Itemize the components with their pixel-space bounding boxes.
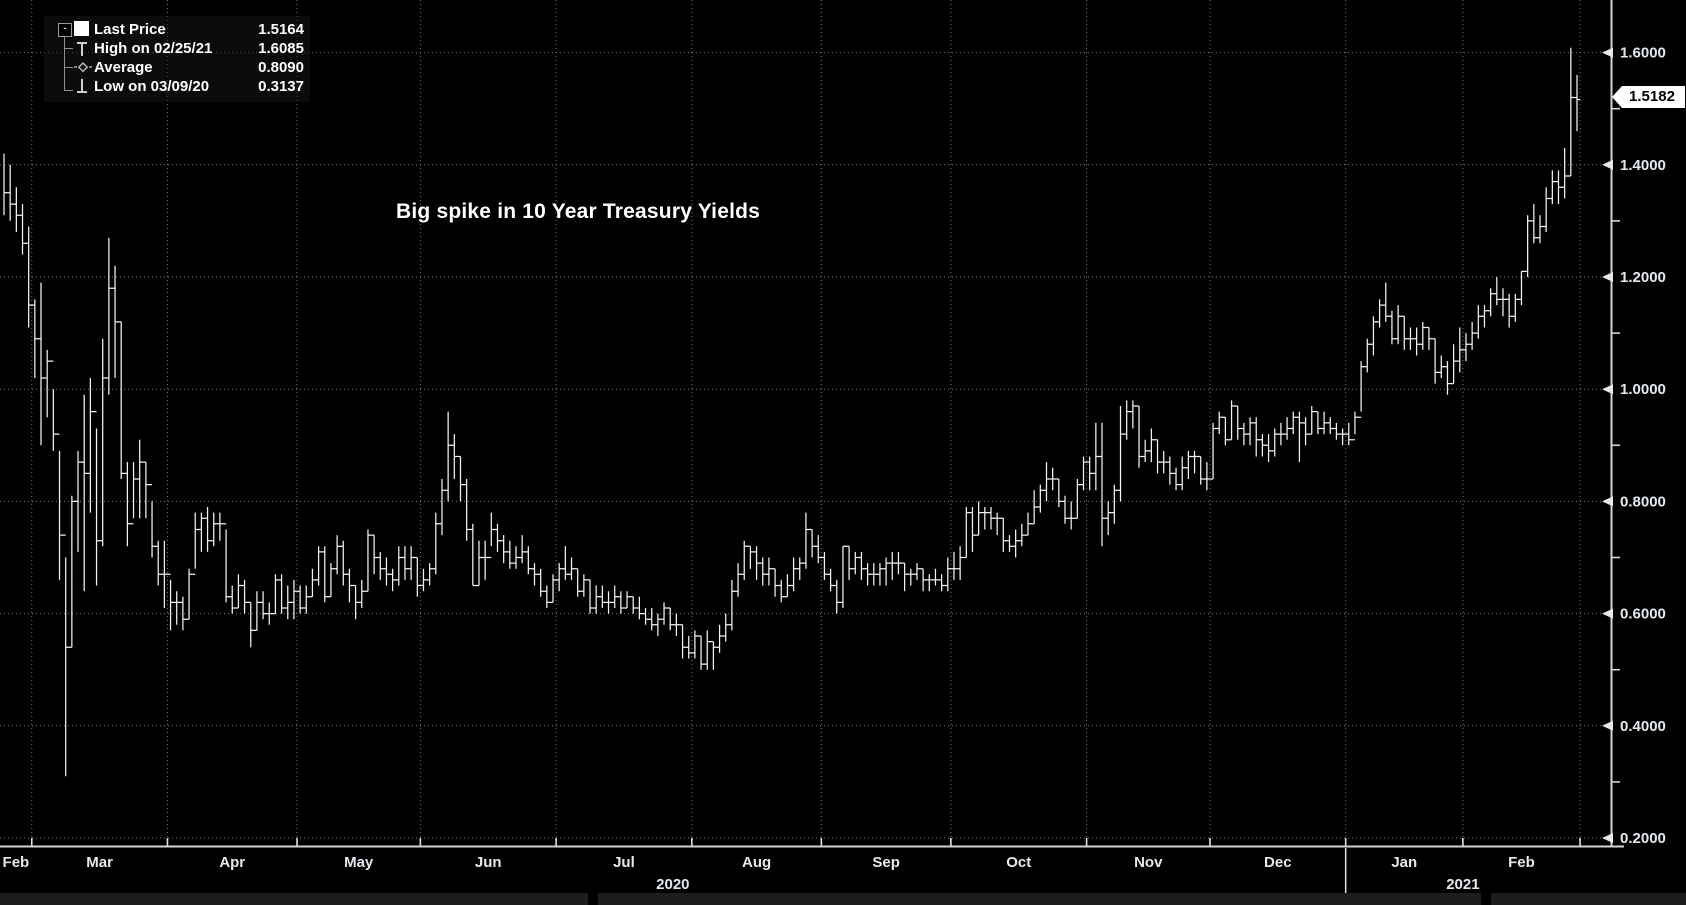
- legend-item-high[interactable]: High on 02/25/21 1.6085: [50, 39, 304, 58]
- y-axis-tick-label: 1.0000: [1620, 381, 1666, 398]
- legend-value: 0.3137: [258, 78, 304, 95]
- legend-item-low[interactable]: Low on 03/09/20 0.3137: [50, 77, 304, 96]
- x-axis-month-label: Oct: [1006, 854, 1031, 871]
- legend-label: Average: [94, 59, 153, 76]
- average-marker-icon: [74, 61, 92, 73]
- x-axis-year-label: 2021: [1446, 876, 1479, 893]
- y-axis-tick-label: 1.4000: [1620, 157, 1666, 174]
- y-axis-tick-arrow-icon: [1602, 47, 1613, 58]
- chart-legend[interactable]: - Last Price 1.5164 High on 02/25/21 1.6…: [44, 16, 310, 102]
- y-axis-tick-arrow-icon: [1602, 159, 1613, 170]
- y-axis-tick-label: 0.6000: [1620, 606, 1666, 623]
- x-axis-month-label: Jun: [475, 854, 502, 871]
- x-axis-month-label: Mar: [86, 854, 113, 871]
- y-axis-tick-arrow-icon: [1602, 272, 1613, 282]
- high-marker-icon: [77, 42, 87, 56]
- legend-collapse-icon[interactable]: -: [58, 23, 72, 37]
- y-axis-tick-label: 0.8000: [1620, 493, 1666, 510]
- price-bars[interactable]: [3, 47, 1581, 777]
- chart-annotation-title: Big spike in 10 Year Treasury Yields: [396, 200, 761, 223]
- gridlines: [0, 0, 1612, 847]
- y-axis-tick-arrow-icon: [1602, 608, 1613, 619]
- x-axis-month-label: Dec: [1264, 854, 1292, 871]
- x-axis-month-label: Jan: [1391, 854, 1417, 871]
- bottom-panel-divider: [1491, 893, 1686, 905]
- y-axis-tick-arrow-icon: [1602, 496, 1613, 507]
- y-axis-tick-arrow-icon: [1602, 833, 1613, 843]
- legend-item-average[interactable]: Average 0.8090: [50, 58, 304, 77]
- x-axis-month-label: May: [344, 854, 374, 871]
- low-marker-icon: [77, 79, 87, 93]
- x-axis-month-label: Jul: [613, 854, 635, 871]
- y-axis-tick-arrow-icon: [1602, 720, 1613, 731]
- legend-value: 1.6085: [258, 40, 304, 57]
- last-price-marker-arrow-icon: [1612, 86, 1622, 108]
- axes: Feb Mar Apr May Jun Jul Aug Sep Oct Nov Dec Jan Feb 2…: [0, 0, 1666, 893]
- y-axis-tick-label: 0.2000: [1620, 830, 1666, 847]
- bottom-panel-divider: [0, 893, 588, 905]
- legend-value: 1.5164: [258, 21, 304, 38]
- x-axis-month-label: Nov: [1134, 854, 1163, 871]
- x-axis-month-label: Feb: [3, 854, 30, 871]
- x-axis-month-label: Aug: [742, 854, 771, 871]
- legend-label: Low on 03/09/20: [94, 78, 210, 95]
- legend-tree-stub-high: [64, 48, 73, 49]
- y-axis-tick-label: 0.4000: [1620, 718, 1666, 735]
- y-axis-tick-label: 1.2000: [1620, 269, 1666, 286]
- x-axis-month-label: Feb: [1508, 854, 1535, 871]
- last-price-marker-value: 1.5182: [1622, 86, 1685, 108]
- legend-tree-stub-average: [64, 67, 73, 68]
- legend-tree-stub-low: [64, 90, 73, 91]
- legend-value: 0.8090: [258, 59, 304, 76]
- legend-label: Last Price: [94, 21, 166, 38]
- y-axis-tick-label: 1.6000: [1620, 45, 1666, 62]
- legend-tree-line-vertical: [64, 32, 65, 91]
- x-axis-year-label: 2020: [656, 876, 689, 893]
- last-price-swatch-icon: [74, 21, 89, 36]
- x-axis-month-label: Sep: [872, 854, 900, 871]
- bottom-panel-divider: [598, 893, 1481, 905]
- last-price-marker: 1.5182: [1612, 86, 1685, 108]
- y-axis-tick-arrow-icon: [1602, 384, 1613, 395]
- legend-label: High on 02/25/21: [94, 40, 213, 57]
- x-axis-month-label: Apr: [219, 854, 245, 871]
- legend-item-last-price[interactable]: - Last Price 1.5164: [50, 20, 304, 39]
